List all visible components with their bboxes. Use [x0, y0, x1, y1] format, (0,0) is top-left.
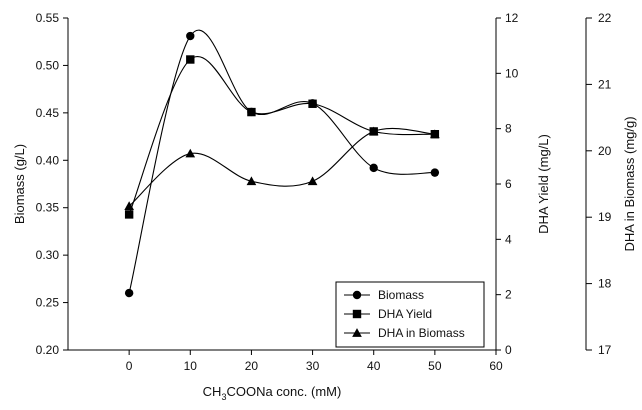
left-y-tick-label: 0.50 — [36, 58, 60, 72]
right-y-tick-label: 4 — [505, 232, 512, 246]
legend-label: DHA in Biomass — [378, 326, 465, 340]
x-tick-label: 40 — [367, 359, 381, 373]
x-tick-label: 0 — [126, 359, 133, 373]
legend-label: Biomass — [378, 288, 424, 302]
data-point — [124, 201, 134, 210]
left-y-tick-label: 0.40 — [36, 153, 60, 167]
data-point — [247, 107, 256, 117]
series-line — [128, 128, 435, 207]
data-point — [186, 31, 195, 41]
right-y-axis-title: DHA Yield (mg/L) — [536, 134, 551, 234]
x-axis-title-rest: COONa conc. (mM) — [226, 384, 341, 399]
left-y-axis-title: Biomass (g/L) — [12, 144, 27, 224]
x-axis-title-main: CH — [203, 384, 222, 399]
data-point — [430, 168, 440, 177]
series-dha-yield — [124, 55, 440, 219]
left-y-tick-label: 0.35 — [36, 201, 60, 215]
outer-y-tick-label: 18 — [598, 277, 612, 291]
legend-marker — [352, 328, 362, 337]
right-y-tick-label: 12 — [505, 11, 519, 25]
x-tick-label: 50 — [428, 359, 442, 373]
x-tick-label: 30 — [306, 359, 320, 373]
outer-y-tick-label: 21 — [598, 77, 612, 91]
data-point — [430, 129, 440, 139]
outer-y-tick-label: 19 — [598, 210, 612, 224]
right-y-tick-label: 0 — [505, 343, 512, 357]
data-point — [124, 288, 134, 298]
legend-marker — [352, 290, 362, 300]
data-point — [246, 176, 257, 186]
data-point — [186, 55, 195, 64]
legend: Biomass DHA Yield DHA in Biomass — [335, 281, 485, 348]
left-y-tick-label: 0.45 — [36, 106, 60, 120]
data-point — [308, 99, 317, 108]
x-axis-title-subscript: 3 — [221, 392, 226, 402]
axes-layer: 0 10 20 30 40 50 600.200.250.300.350.400.450.5… — [36, 11, 612, 373]
outer-y-tick-label: 17 — [598, 343, 612, 357]
x-axis-title: CH3COONa conc. (mM) — [203, 384, 342, 402]
data-point — [307, 176, 318, 186]
x-tick-label: 10 — [184, 359, 198, 373]
right-y-tick-label: 10 — [505, 66, 519, 80]
series-layer — [124, 29, 440, 298]
outer-y-axis-title: DHA in Biomass (mg/g) — [622, 116, 637, 251]
legend-label: DHA Yield — [378, 307, 432, 321]
left-y-tick-label: 0.20 — [36, 343, 60, 357]
outer-y-tick-label: 22 — [598, 11, 612, 25]
series-dha-in-biomass — [124, 126, 440, 210]
data-point — [369, 163, 378, 173]
right-y-tick-label: 6 — [505, 177, 512, 191]
data-point — [185, 148, 196, 158]
left-y-tick-label: 0.25 — [36, 296, 60, 310]
data-point — [124, 210, 134, 219]
right-y-tick-label: 2 — [505, 288, 512, 302]
left-y-tick-label: 0.55 — [36, 11, 60, 25]
left-y-tick-label: 0.30 — [36, 248, 60, 262]
data-point — [368, 126, 379, 136]
x-tick-label: 60 — [489, 359, 503, 373]
series-line — [128, 56, 435, 215]
legend-marker — [352, 309, 362, 319]
x-tick-label: 20 — [245, 359, 259, 373]
right-y-tick-label: 8 — [505, 122, 512, 136]
outer-y-tick-label: 20 — [598, 144, 612, 158]
